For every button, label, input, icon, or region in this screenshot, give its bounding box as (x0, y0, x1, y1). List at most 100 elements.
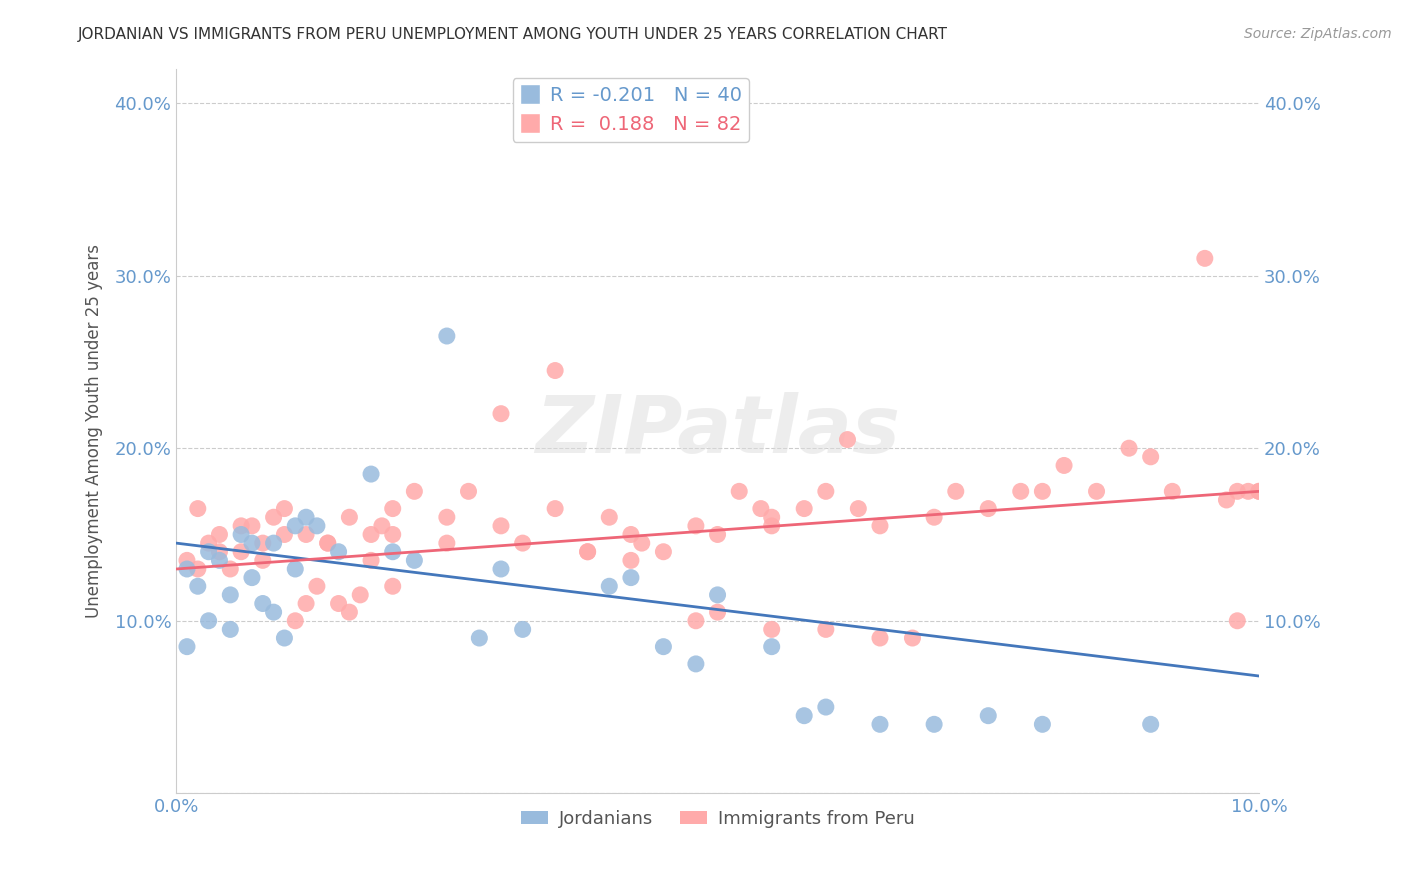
Point (761, 623, 783, 637)
Point (814, 623, 837, 637)
Point (360, 527, 382, 541)
Point (1161, 484, 1184, 499)
Point (598, 510, 620, 524)
Point (945, 484, 967, 499)
Point (187, 501, 209, 516)
Point (706, 605, 728, 619)
Point (219, 588, 242, 602)
Point (436, 536, 458, 550)
Point (1010, 484, 1032, 499)
Point (436, 329, 458, 343)
Point (901, 631, 924, 645)
Point (685, 657, 707, 671)
Point (208, 553, 231, 567)
Point (1247, 484, 1270, 499)
Point (295, 510, 318, 524)
Point (489, 562, 512, 576)
Point (381, 527, 404, 541)
Point (328, 597, 350, 611)
Point (381, 501, 404, 516)
Legend: Jordanians, Immigrants from Peru: Jordanians, Immigrants from Peru (513, 803, 922, 835)
Point (273, 631, 295, 645)
Point (273, 527, 295, 541)
Point (176, 553, 198, 567)
Point (229, 527, 252, 541)
Point (284, 614, 307, 628)
Point (208, 527, 231, 541)
Point (685, 614, 707, 628)
Point (706, 527, 728, 541)
Point (512, 536, 534, 550)
Point (339, 605, 361, 619)
Point (869, 717, 891, 731)
Point (197, 614, 219, 628)
Point (316, 536, 339, 550)
Point (273, 501, 295, 516)
Point (489, 519, 512, 533)
Point (814, 700, 837, 714)
Point (1139, 717, 1161, 731)
Point (576, 545, 599, 559)
Point (489, 407, 512, 421)
Point (360, 553, 382, 567)
Point (295, 597, 318, 611)
Point (1031, 717, 1053, 731)
Point (761, 519, 783, 533)
Point (1215, 492, 1237, 507)
Point (1139, 450, 1161, 464)
Point (1226, 614, 1249, 628)
Point (761, 640, 783, 654)
Point (381, 545, 404, 559)
Point (869, 519, 891, 533)
Point (814, 484, 837, 499)
Point (305, 519, 328, 533)
Point (316, 536, 339, 550)
Point (240, 571, 263, 585)
Point (197, 545, 219, 559)
Point (349, 588, 371, 602)
Point (219, 562, 242, 576)
Point (793, 708, 815, 723)
Point (1085, 484, 1108, 499)
Point (977, 501, 1000, 516)
Point (652, 545, 675, 559)
Point (371, 519, 394, 533)
Point (869, 631, 891, 645)
Point (295, 527, 318, 541)
Point (576, 545, 599, 559)
Point (187, 579, 209, 593)
Point (512, 623, 534, 637)
Point (544, 363, 567, 377)
Point (1226, 484, 1249, 499)
Point (598, 579, 620, 593)
Point (620, 553, 643, 567)
Point (381, 579, 404, 593)
Point (1031, 484, 1053, 499)
Point (620, 527, 643, 541)
Point (404, 553, 426, 567)
Point (1118, 441, 1140, 455)
Point (793, 501, 815, 516)
Point (229, 519, 252, 533)
Point (977, 708, 1000, 723)
Point (728, 484, 751, 499)
Point (339, 510, 361, 524)
Point (284, 562, 307, 576)
Text: Source: ZipAtlas.com: Source: ZipAtlas.com (1244, 27, 1392, 41)
Text: ZIPatlas: ZIPatlas (536, 392, 900, 470)
Point (468, 631, 491, 645)
Point (436, 510, 458, 524)
Point (457, 484, 479, 499)
Point (284, 519, 307, 533)
Point (229, 545, 252, 559)
Point (252, 553, 274, 567)
Point (197, 536, 219, 550)
Point (328, 545, 350, 559)
Point (922, 717, 945, 731)
Y-axis label: Unemployment Among Youth under 25 years: Unemployment Among Youth under 25 years (86, 244, 103, 618)
Point (219, 623, 242, 637)
Point (1247, 484, 1270, 499)
Point (263, 536, 285, 550)
Point (837, 433, 859, 447)
Point (404, 484, 426, 499)
